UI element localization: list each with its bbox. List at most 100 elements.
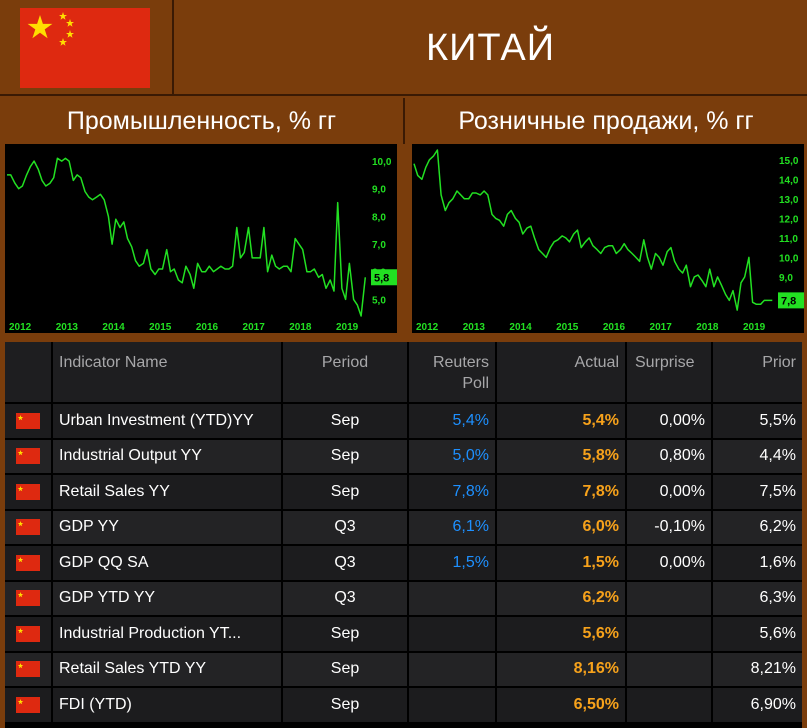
table-row[interactable]: GDP YY Q3 6,1% 6,0% -0,10% 6,2% [5, 508, 802, 544]
row-actual: 6,0% [497, 508, 627, 544]
row-flag-cell [5, 544, 53, 580]
header-flag [5, 342, 53, 402]
china-flag-small-icon [16, 448, 40, 465]
y-tick-label: 15,0 [779, 156, 799, 167]
row-actual: 8,16% [497, 650, 627, 686]
flag-small-star-3 [66, 30, 74, 38]
table-row[interactable]: Urban Investment (YTD)YY Sep 5,4% 5,4% 0… [5, 402, 802, 438]
row-indicator-name: GDP QQ SA [53, 544, 283, 580]
row-prior: 8,21% [713, 650, 802, 686]
header-surprise[interactable]: Surprise [627, 342, 713, 402]
row-prior: 5,5% [713, 402, 802, 438]
header-indicator-name[interactable]: Indicator Name [53, 342, 283, 402]
row-indicator-name: Industrial Output YY [53, 437, 283, 473]
row-flag-cell [5, 508, 53, 544]
header-divider [172, 0, 174, 96]
header-period[interactable]: Period [283, 342, 409, 402]
table-row[interactable]: Industrial Production YT... Sep 5,6% 5,6… [5, 615, 802, 651]
row-reuters-poll [409, 615, 497, 651]
y-tick-label: 9,0 [779, 273, 793, 284]
y-tick-label: 5,0 [372, 295, 386, 306]
x-tick-label: 2016 [603, 322, 626, 333]
flag-big-star [27, 15, 53, 39]
last-value-box [778, 292, 804, 309]
row-surprise: -0,10% [627, 508, 713, 544]
chart-industry: 10,09,08,07,06,05,0201220132014201520162… [7, 157, 397, 333]
x-tick-label: 2013 [56, 322, 79, 333]
row-flag-cell [5, 437, 53, 473]
header-poll-line1: Reuters [432, 354, 489, 371]
x-tick-label: 2012 [9, 322, 32, 333]
row-reuters-poll [409, 650, 497, 686]
flag-small-star-2 [66, 19, 74, 27]
row-flag-cell [5, 473, 53, 509]
last-value-label: 5,8 [374, 272, 389, 284]
x-tick-label: 2017 [650, 322, 673, 333]
row-surprise: 0,00% [627, 544, 713, 580]
row-indicator-name: Urban Investment (YTD)YY [53, 402, 283, 438]
china-flag-icon [20, 8, 150, 88]
series-line [413, 149, 773, 311]
row-period: Sep [283, 650, 409, 686]
china-flag-small-icon [16, 483, 40, 500]
table-header-row: Indicator Name Period Reuters Poll Actual… [5, 342, 802, 402]
x-tick-label: 2015 [556, 322, 579, 333]
x-tick-label: 2014 [509, 322, 532, 333]
row-indicator-name: GDP YTD YY [53, 579, 283, 615]
row-surprise: 0,00% [627, 473, 713, 509]
row-period: Sep [283, 473, 409, 509]
china-flag-svg [20, 8, 150, 88]
x-tick-label: 2019 [336, 322, 359, 333]
y-tick-label: 9,0 [372, 185, 386, 196]
row-prior: 7,5% [713, 473, 802, 509]
row-flag-cell [5, 650, 53, 686]
china-flag-small-icon [16, 519, 40, 536]
china-flag-small-icon [16, 412, 40, 429]
row-actual: 6,50% [497, 686, 627, 722]
row-period: Q3 [283, 508, 409, 544]
row-reuters-poll [409, 686, 497, 722]
row-actual: 5,6% [497, 615, 627, 651]
row-prior: 6,3% [713, 579, 802, 615]
y-tick-label: 7,0 [372, 240, 386, 251]
title-divider [403, 98, 405, 144]
header-reuters-poll[interactable]: Reuters Poll [409, 342, 497, 402]
header-actual[interactable]: Actual [497, 342, 627, 402]
table-row[interactable]: Industrial Output YY Sep 5,0% 5,8% 0,80%… [5, 437, 802, 473]
chart-retail: 15,0 14,0 13,0 12,0 11,0 10,0 9,0 2012 2013 2014 2… [413, 149, 804, 333]
y-tick-label: 8,0 [372, 212, 386, 223]
row-surprise [627, 579, 713, 615]
row-period: Q3 [283, 579, 409, 615]
row-period: Sep [283, 615, 409, 651]
china-flag-small-icon [16, 625, 40, 642]
flag-small-star-1 [59, 12, 67, 20]
chart-title-retail: Розничные продажи, % гг [458, 107, 754, 135]
chart-retail-panel: 15,0 14,0 13,0 12,0 11,0 10,0 9,0 2012 2013 2014 2… [412, 144, 804, 333]
header: КИТАЙ [0, 0, 807, 96]
header-prior[interactable]: Prior [713, 342, 802, 402]
x-tick-label: 2019 [743, 322, 766, 333]
table-row[interactable]: Retail Sales YTD YY Sep 8,16% 8,21% [5, 650, 802, 686]
row-actual: 7,8% [497, 473, 627, 509]
row-actual: 5,4% [497, 402, 627, 438]
row-period: Sep [283, 402, 409, 438]
china-flag-small-icon [16, 590, 40, 607]
indicators-table: Indicator Name Period Reuters Poll Actual… [5, 342, 802, 722]
table-row[interactable]: GDP QQ SA Q3 1,5% 1,5% 0,00% 1,6% [5, 544, 802, 580]
table-row[interactable]: FDI (YTD) Sep 6,50% 6,90% [5, 686, 802, 722]
china-flag-small-icon [16, 554, 40, 571]
x-tick-label: 2017 [243, 322, 266, 333]
country-title: КИТАЙ [425, 27, 556, 69]
header-poll-line2: Poll [462, 375, 489, 392]
x-tick-label: 2018 [289, 322, 312, 333]
row-prior: 4,4% [713, 437, 802, 473]
row-indicator-name: Retail Sales YY [53, 473, 283, 509]
table-row[interactable]: GDP YTD YY Q3 6,2% 6,3% [5, 579, 802, 615]
table-row[interactable]: Retail Sales YY Sep 7,8% 7,8% 0,00% 7,5% [5, 473, 802, 509]
row-actual: 1,5% [497, 544, 627, 580]
row-reuters-poll: 7,8% [409, 473, 497, 509]
row-prior: 5,6% [713, 615, 802, 651]
y-tick-label: 13,0 [779, 195, 799, 206]
row-prior: 1,6% [713, 544, 802, 580]
china-flag-small-icon [16, 696, 40, 713]
